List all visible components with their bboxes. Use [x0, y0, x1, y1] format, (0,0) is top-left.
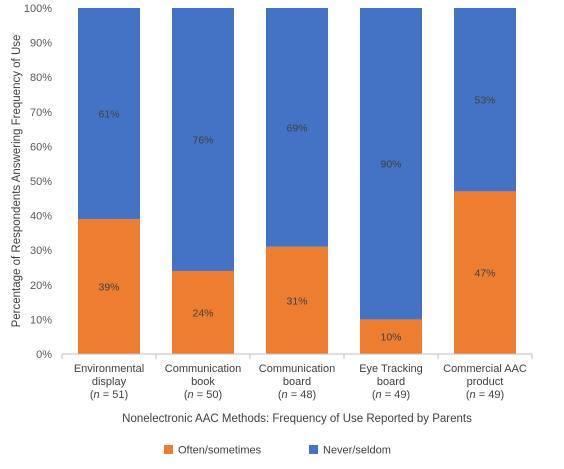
category-label-line2: board [377, 376, 405, 388]
legend: Often/sometimes Never/seldom [164, 445, 391, 457]
y-tick-label: 70% [30, 107, 52, 119]
category-label-line2: product [467, 376, 504, 388]
bar-segment [454, 8, 516, 192]
bar-segment [360, 319, 422, 354]
category-label-line1: Communication [165, 363, 241, 375]
category-label-line2: book [191, 376, 215, 388]
y-tick-label: 20% [30, 280, 52, 292]
legend-swatch [164, 445, 173, 454]
category-sample-size: (n = 49) [466, 389, 504, 401]
category-label-line1: Environmental [74, 363, 144, 375]
bar-segment [266, 8, 328, 247]
data-label: 10% [380, 332, 401, 344]
data-label: 47% [474, 268, 495, 280]
y-tick-label: 40% [30, 211, 52, 223]
data-label: 53% [474, 95, 495, 107]
category-sample-size: (n = 49) [372, 389, 410, 401]
category-label-line1: Eye Tracking [359, 363, 423, 375]
bar-segment [360, 8, 422, 320]
data-label: 24% [192, 307, 213, 319]
bar-segment [454, 191, 516, 354]
data-label: 90% [380, 159, 401, 171]
data-label: 39% [98, 282, 119, 294]
y-tick-label: 80% [30, 72, 52, 84]
category-label-line2: board [283, 376, 311, 388]
bar-segment [78, 219, 140, 354]
category-label-line1: Communication [259, 363, 335, 375]
data-label: 69% [286, 122, 307, 134]
category-sample-size: (n = 51) [90, 389, 128, 401]
y-tick-label: 0% [36, 349, 52, 361]
x-axis-title: Nonelectronic AAC Methods: Frequency of … [122, 413, 472, 425]
data-labels: 39% 61% 24% 76% 31% 69% 10% 90% 47% 53% [98, 95, 495, 344]
category-sample-size: (n = 48) [278, 389, 316, 401]
y-tick-label: 100% [24, 3, 52, 15]
bar-segment [266, 246, 328, 354]
legend-label: Never/seldom [323, 445, 391, 457]
y-tick-label: 50% [30, 176, 52, 188]
bar-segment [172, 270, 234, 354]
bar-segment [78, 8, 140, 220]
y-tick-label: 90% [30, 38, 52, 50]
category-label-line2: display [92, 376, 127, 388]
legend-label: Often/sometimes [178, 445, 262, 457]
category-label-line1: Commercial AAC [443, 363, 527, 375]
data-label: 31% [286, 295, 307, 307]
legend-swatch [309, 445, 318, 454]
data-label: 76% [192, 134, 213, 146]
bars [78, 8, 516, 354]
y-tick-label: 10% [30, 314, 52, 326]
y-axis: 0% 10% 20% 30% 40% 50% 60% 70% 80% 90% 100% [24, 3, 52, 361]
y-tick-label: 60% [30, 141, 52, 153]
category-sample-size: (n = 50) [184, 389, 222, 401]
y-axis-title: Percentage of Respondents Answering Freq… [11, 35, 23, 328]
y-tick-label: 30% [30, 245, 52, 257]
bar-segment [172, 8, 234, 271]
data-label: 61% [98, 109, 119, 121]
